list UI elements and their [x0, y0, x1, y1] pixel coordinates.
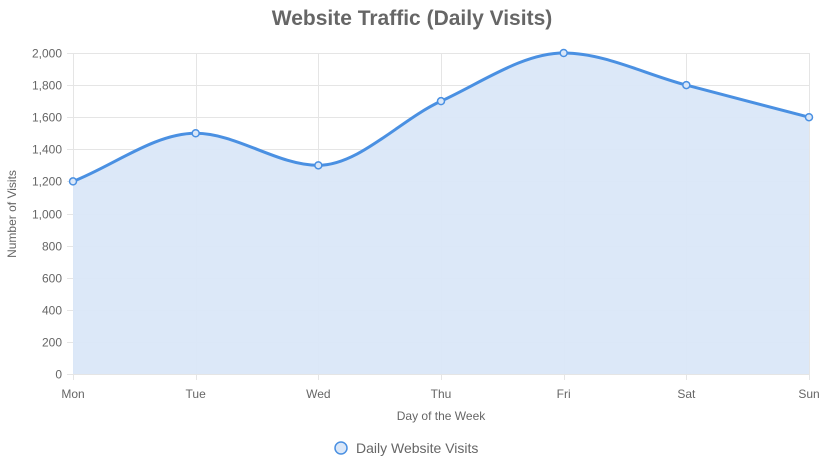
- x-axis-ticks: Mon Tue Wed Thu Fri Sat Sun: [61, 387, 819, 401]
- data-point: [804, 112, 814, 122]
- data-point: [314, 161, 323, 170]
- data-point: [682, 80, 691, 90]
- data-points: [68, 48, 814, 186]
- y-axis-ticks: 0 200 400 600 800 1,000 1,200 1,400 1,600 1,800 2,…: [32, 47, 62, 382]
- legend-label: Daily Website Visits: [356, 440, 478, 456]
- y-axis-title: Number of Visits: [5, 170, 19, 258]
- y-tick-label: 1,000: [32, 208, 62, 222]
- y-tick-label: 200: [42, 336, 62, 350]
- x-tick-label: Wed: [306, 387, 330, 401]
- y-tick-label: 2,000: [32, 47, 62, 61]
- x-axis-title: Day of the Week: [397, 409, 486, 423]
- chart-title: Website Traffic (Daily Visits): [272, 7, 553, 30]
- y-tick-label: 400: [42, 304, 62, 318]
- y-tick-label: 600: [42, 272, 62, 286]
- x-tick-label: Fri: [557, 387, 571, 401]
- data-point: [559, 48, 568, 58]
- x-tick-label: Sat: [677, 387, 696, 401]
- data-point: [68, 177, 78, 186]
- legend-marker: [334, 441, 348, 455]
- y-tick-label: 1,200: [32, 175, 62, 189]
- y-tick-label: 0: [55, 368, 62, 382]
- data-point: [191, 129, 200, 138]
- x-tick-label: Tue: [186, 387, 207, 401]
- x-tick-label: Sun: [798, 387, 819, 401]
- x-tick-label: Mon: [61, 387, 84, 401]
- y-tick-label: 1,600: [32, 111, 62, 125]
- data-point: [436, 96, 446, 106]
- legend[interactable]: Daily Website Visits: [334, 440, 478, 456]
- y-tick-label: 1,400: [32, 143, 62, 157]
- x-tick-label: Thu: [431, 387, 452, 401]
- y-tick-label: 1,800: [32, 79, 62, 93]
- series-area-fill: [73, 53, 809, 374]
- y-tick-label: 800: [42, 240, 62, 254]
